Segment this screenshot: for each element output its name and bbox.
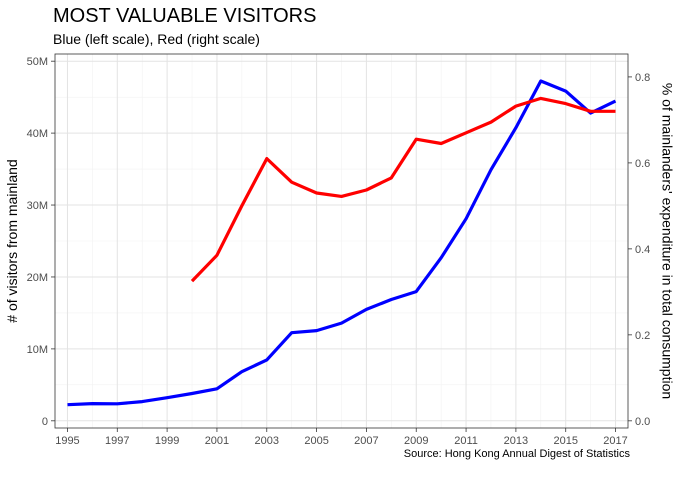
plot-panel-border: [54, 53, 629, 429]
x-tick-label: 2015: [553, 435, 577, 447]
x-tick-label: 2017: [603, 435, 627, 447]
y-axis-title: # of visitors from mainland: [4, 159, 20, 322]
x-tick-label: 1999: [155, 435, 179, 447]
y2-tick-label: 0.0: [635, 416, 650, 428]
expenditure-share-line: [190, 96, 616, 283]
x-tick-label: 2011: [454, 435, 478, 447]
y-tick-label: 40M: [27, 128, 48, 140]
axis-ticks: 1995 1997 1999 2001 2003 2005 2007 2009 2011 2013…: [27, 56, 651, 447]
chart-title: MOST VALUABLE VISITORS: [53, 5, 317, 27]
y2-tick-label: 0.4: [635, 244, 650, 256]
x-tick-label: 2003: [255, 435, 279, 447]
y2-axis-title: % of mainlanders' expenditure in total c…: [659, 83, 675, 399]
y2-tick-label: 0.2: [635, 330, 650, 342]
x-tick-label: 2013: [504, 435, 528, 447]
y2-tick-label: 0.6: [635, 158, 650, 170]
y-tick-label: 10M: [27, 344, 48, 356]
y-tick-label: 20M: [27, 272, 48, 284]
y-tick-label: 0: [42, 416, 48, 428]
x-tick-label: 1997: [105, 435, 129, 447]
x-tick-label: 2007: [354, 435, 378, 447]
x-tick-label: 2001: [205, 435, 229, 447]
x-tick-label: 1995: [55, 435, 79, 447]
visitors-line: [67, 79, 617, 407]
y-tick-label: 30M: [27, 200, 48, 212]
chart-subtitle: Blue (left scale), Red (right scale): [53, 31, 260, 47]
grid-lines: [55, 54, 628, 428]
x-tick-label: 2005: [304, 435, 328, 447]
series-layer: [67, 79, 617, 407]
source-caption: Source: Hong Kong Annual Digest of Stati…: [403, 448, 630, 460]
x-tick-label: 2009: [404, 435, 428, 447]
y2-tick-label: 0.8: [635, 72, 650, 84]
y-tick-label: 50M: [27, 56, 48, 68]
